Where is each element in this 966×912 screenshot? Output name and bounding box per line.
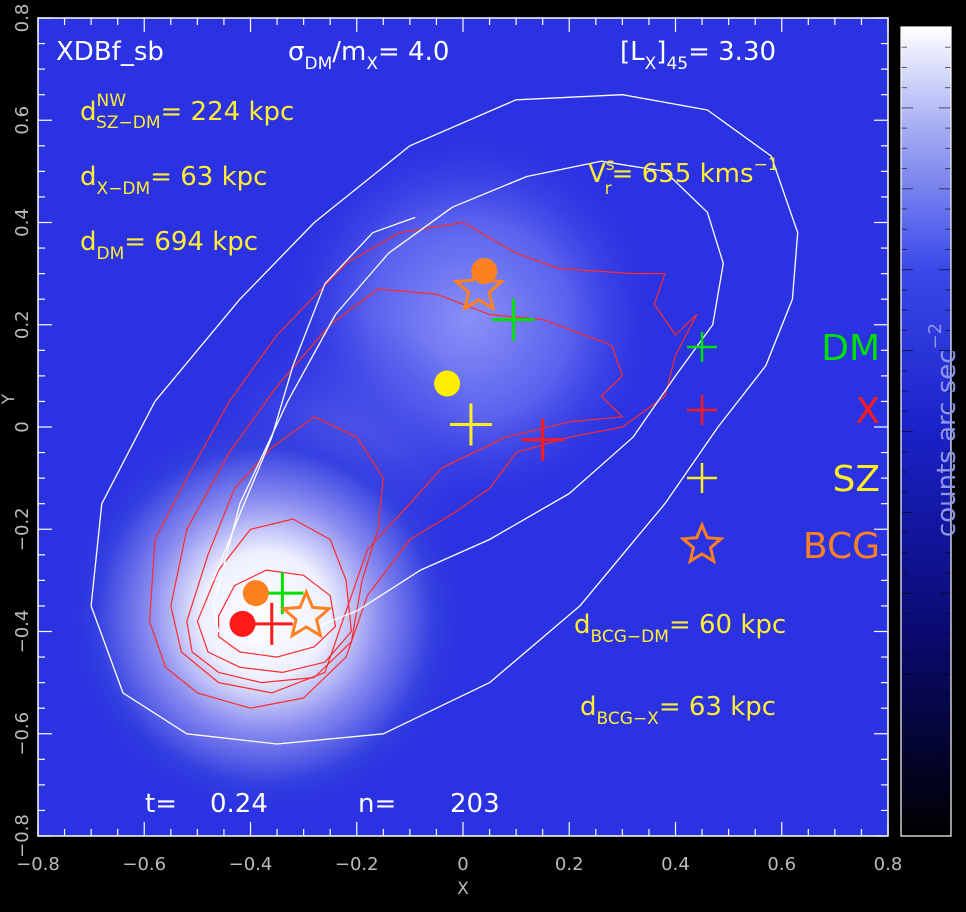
- red-contour-4: [218, 569, 337, 658]
- chart-title: XDBf_sb: [56, 37, 164, 67]
- legend-item-sz: SZ: [687, 459, 880, 500]
- legend-label-dm: DM: [821, 328, 880, 369]
- y-tick-label: −0.2: [12, 507, 33, 551]
- d-bcg-dm-annotation: dBCG−DM= 60 kpc: [574, 610, 786, 647]
- red-contour-3: [196, 518, 352, 673]
- x-tick-label: −0.6: [122, 854, 166, 875]
- x-axis-label: X: [457, 879, 469, 899]
- legend-marker-x: [687, 395, 717, 425]
- white-contours: [90, 94, 799, 745]
- y-tick-label: −0.4: [12, 610, 33, 654]
- y-tick-label: 0: [12, 421, 33, 432]
- legend-label-sz: SZ: [832, 459, 880, 500]
- legend-marker-bcg: [679, 521, 725, 565]
- white-contour-1: [212, 160, 724, 643]
- x-tick-labels: −0.8 −0.6 −0.4 −0.2 0 0.2 0.4 0.6 0.8: [16, 854, 902, 875]
- colorbar-label: counts arc sec−2: [925, 323, 962, 537]
- y-tick-label: 0.2: [12, 310, 33, 339]
- marker-plus-2: [449, 403, 492, 446]
- marker-star-10: [279, 588, 333, 639]
- legend-item-dm: DM: [687, 328, 880, 369]
- luminosity-annotation: [LX]45= 3.30: [620, 37, 776, 74]
- x-tick-label: 0.8: [874, 854, 903, 875]
- red-contour-0: [149, 221, 698, 709]
- data-markers: [229, 258, 564, 645]
- snapshot-label: n=: [358, 789, 396, 819]
- cross-section-annotation: σDM/mX= 4.0: [288, 37, 449, 74]
- y-tick-label: 0.6: [12, 106, 33, 135]
- d-x-dm-annotation: dX−DM= 63 kpc: [80, 162, 267, 199]
- snapshot-value: 203: [450, 789, 500, 819]
- legend: DM X SZ BCG: [679, 328, 880, 567]
- x-tick-label: 0: [457, 854, 468, 875]
- marker-circle-3: [434, 370, 461, 397]
- d-bcg-x-annotation: dBCG−X= 63 kpc: [580, 692, 776, 729]
- y-tick-label: −0.6: [12, 712, 33, 756]
- x-tick-label: −0.8: [16, 854, 60, 875]
- marker-plus-1: [521, 418, 564, 461]
- y-tick-label: 0.4: [12, 208, 33, 237]
- d-sz-dm-annotation: dNW SZ−DM= 224 kpc: [80, 91, 294, 133]
- time-label: t=: [145, 789, 177, 819]
- y-tick-label: 0.8: [12, 4, 33, 33]
- x-tick-label: 0.2: [555, 854, 584, 875]
- y-tick-label: −0.8: [12, 814, 33, 858]
- legend-item-x: X: [687, 391, 880, 432]
- marker-circle-9: [229, 610, 256, 637]
- white-contour-2: [212, 216, 416, 581]
- legend-marker-dm: [687, 332, 717, 362]
- legend-item-bcg: BCG: [679, 521, 880, 567]
- x-tick-label: 0.6: [767, 854, 796, 875]
- legend-label-x: X: [855, 391, 880, 432]
- y-tick-labels: −0.8 −0.6 −0.4 −0.2 0 0.2 0.4 0.6 0.8: [12, 4, 33, 858]
- red-contour-2: [186, 416, 384, 684]
- axis-ticks: [37, 17, 889, 837]
- x-tick-label: −0.4: [229, 854, 273, 875]
- colorbar-frame: [900, 26, 952, 837]
- legend-marker-sz: [687, 463, 717, 493]
- time-value: 0.24: [210, 789, 268, 819]
- colorbar-ticks: [901, 46, 951, 817]
- x-tick-label: −0.2: [335, 854, 379, 875]
- x-tick-label: 0.4: [661, 854, 690, 875]
- y-axis-label: Y: [0, 393, 19, 405]
- white-contour-0: [90, 94, 799, 745]
- marker-star-5: [452, 261, 506, 312]
- marker-plus-7: [250, 602, 293, 645]
- marker-circle-8: [242, 580, 269, 607]
- d-dm-annotation: dDM= 694 kpc: [80, 227, 258, 264]
- marker-plus-0: [492, 298, 535, 341]
- radial-velocity-annotation: Vs r= 655 kms−1: [588, 155, 779, 199]
- legend-label-bcg: BCG: [803, 526, 880, 567]
